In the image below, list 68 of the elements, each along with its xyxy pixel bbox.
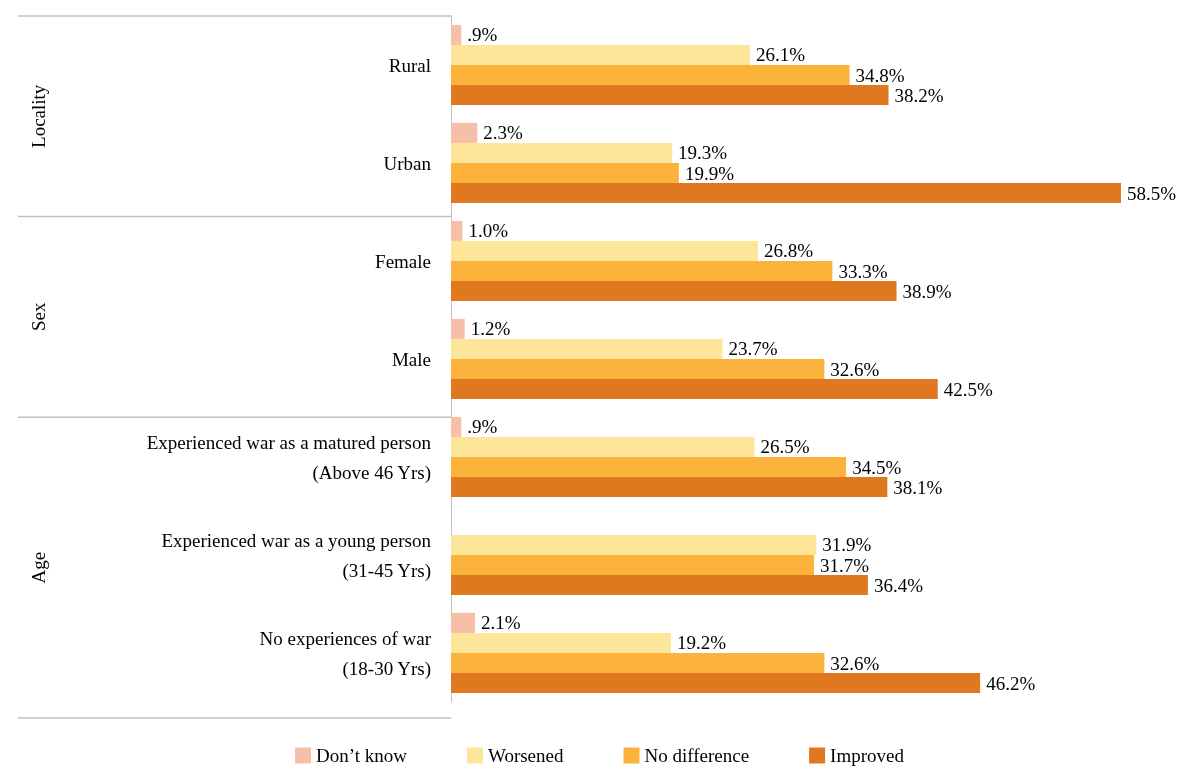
legend-label: No difference <box>644 745 750 766</box>
bar <box>451 436 755 457</box>
bar <box>451 44 750 65</box>
legend-label: Improved <box>830 745 905 766</box>
data-label: 38.1% <box>893 476 943 498</box>
bar <box>451 65 850 86</box>
data-label: 19.3% <box>678 142 728 164</box>
bar <box>451 338 723 359</box>
bar <box>451 240 758 261</box>
y-tick-label: Female <box>375 250 431 272</box>
bar <box>451 632 671 653</box>
data-label: 26.8% <box>763 240 814 262</box>
bar <box>451 555 815 576</box>
data-label: 36.4% <box>873 574 924 596</box>
data-label: 38.9% <box>902 280 952 302</box>
bar <box>451 457 847 478</box>
y-tick-label: Experienced war as a matured person (Above 46 Yrs) <box>146 431 432 484</box>
data-label: 32.6% <box>830 358 880 380</box>
data-label: 2.1% <box>481 612 521 634</box>
data-label: 34.8% <box>855 64 905 86</box>
text: Locality <box>27 84 49 148</box>
legend-label: Worsened <box>487 745 564 766</box>
bar <box>451 85 889 106</box>
bar <box>451 122 478 143</box>
data-label: 23.7% <box>728 338 778 360</box>
data-label: 1.2% <box>470 318 511 340</box>
bar <box>451 220 463 241</box>
bar <box>451 653 825 674</box>
bar <box>451 379 938 400</box>
data-label: 26.1% <box>755 44 806 66</box>
bar <box>451 416 462 437</box>
y-tick-label: Urban <box>383 152 432 174</box>
bar <box>451 261 833 282</box>
data-label: 58.5% <box>1127 182 1177 204</box>
text: Age <box>27 551 49 584</box>
data-label: 33.3% <box>838 260 888 282</box>
bar <box>451 24 462 45</box>
bar <box>451 612 476 633</box>
data-label: 31.7% <box>820 554 870 576</box>
data-label: 38.2% <box>894 84 944 106</box>
data-label: 46.2% <box>986 672 1036 694</box>
bar <box>451 142 673 163</box>
bar <box>451 281 897 302</box>
y-tick-label: Rural <box>388 54 431 76</box>
data-label: 42.5% <box>943 378 993 400</box>
bar <box>451 318 465 339</box>
bar <box>451 673 981 694</box>
y-tick-label: Male <box>391 348 431 370</box>
text: Sex <box>27 302 49 332</box>
bar <box>451 575 868 596</box>
data-label: .9% <box>467 24 498 46</box>
bar <box>451 477 888 498</box>
data-label: 32.6% <box>830 652 880 674</box>
data-label: .9% <box>467 416 498 438</box>
bar <box>451 534 817 555</box>
data-label: 19.9% <box>684 162 735 184</box>
bar <box>451 183 1121 204</box>
data-label: 1.0% <box>468 220 509 242</box>
data-label: 26.5% <box>760 436 810 458</box>
y-tick-label: No experiences of war (18-30 Yrs) <box>259 627 432 680</box>
data-label: 19.2% <box>676 632 727 654</box>
y-tick-label: Experienced war as a young person (31-45 Yrs) <box>161 529 432 582</box>
bar <box>451 359 825 380</box>
bar <box>451 163 679 184</box>
legend-label: Don’t know <box>316 745 408 766</box>
data-label: 34.5% <box>852 456 902 478</box>
data-label: 31.9% <box>822 534 872 556</box>
data-label: 2.3% <box>483 122 524 144</box>
